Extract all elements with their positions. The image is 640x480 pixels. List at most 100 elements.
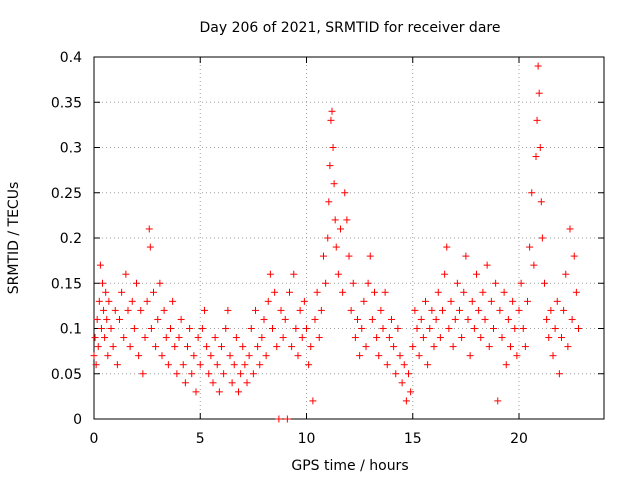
data-point — [551, 325, 559, 332]
data-point — [220, 370, 228, 378]
data-point — [275, 415, 283, 423]
data-point — [147, 325, 155, 332]
data-point — [94, 343, 102, 351]
data-point — [118, 288, 126, 296]
data-point — [409, 343, 417, 351]
data-point — [439, 306, 446, 314]
y-tick-label: 0 — [73, 412, 82, 428]
data-point — [496, 306, 504, 314]
data-point — [230, 361, 238, 369]
data-point — [228, 379, 236, 387]
data-point — [326, 162, 334, 170]
data-point — [100, 306, 108, 314]
data-point — [462, 252, 470, 260]
data-point — [436, 334, 444, 342]
data-point — [460, 288, 468, 296]
data-point — [128, 297, 136, 305]
data-point — [264, 297, 272, 305]
data-point — [354, 315, 361, 323]
data-point — [515, 306, 523, 314]
data-point — [470, 325, 478, 332]
data-point — [198, 325, 206, 332]
data-point — [324, 234, 332, 242]
data-point — [385, 334, 393, 342]
data-point — [307, 343, 315, 351]
data-point — [211, 334, 219, 342]
data-point — [517, 279, 525, 287]
data-point — [341, 189, 349, 197]
data-point — [130, 325, 138, 332]
data-point — [126, 343, 134, 351]
data-series — [90, 62, 582, 423]
data-point — [364, 279, 372, 287]
data-point — [345, 252, 353, 260]
data-point — [194, 334, 202, 342]
data-point — [152, 343, 160, 351]
data-point — [373, 334, 381, 342]
data-point — [315, 334, 323, 342]
data-point — [445, 325, 453, 332]
data-point — [572, 288, 580, 296]
data-point — [184, 343, 191, 351]
data-point — [95, 297, 103, 305]
data-point — [109, 343, 117, 351]
data-point — [213, 361, 221, 369]
data-point — [107, 325, 115, 332]
data-point — [490, 325, 497, 332]
data-point — [473, 270, 480, 278]
data-point — [524, 297, 531, 305]
data-point — [498, 334, 506, 342]
data-point — [226, 352, 234, 360]
y-axis-label: SRMTID / TECUs — [6, 182, 22, 295]
data-point — [562, 270, 570, 278]
data-point — [273, 343, 281, 351]
data-point — [334, 270, 342, 278]
data-point — [392, 370, 400, 378]
data-point — [411, 306, 419, 314]
data-point — [530, 261, 538, 269]
data-point — [360, 297, 368, 305]
x-tick-label: 5 — [196, 431, 205, 447]
data-point — [383, 361, 391, 369]
data-point — [237, 370, 245, 378]
y-axis: 0 0.05 0.1 0.15 0.2 0.25 0.3 0.35 0.4 — [51, 50, 604, 428]
data-point — [311, 315, 319, 323]
data-point — [405, 370, 412, 378]
data-point — [258, 334, 266, 342]
data-point — [426, 325, 434, 332]
data-point — [175, 334, 183, 342]
data-point — [296, 306, 304, 314]
data-point — [458, 334, 466, 342]
data-point — [97, 325, 105, 332]
data-point — [513, 352, 521, 360]
data-point — [553, 297, 561, 305]
data-point — [443, 243, 451, 251]
data-point — [507, 343, 514, 351]
data-point — [167, 325, 174, 332]
data-point — [196, 361, 204, 369]
data-point — [532, 153, 540, 161]
data-point — [156, 279, 164, 287]
data-point — [377, 306, 385, 314]
data-point — [111, 306, 119, 314]
data-point — [366, 252, 374, 260]
data-point — [320, 252, 327, 260]
data-point — [201, 306, 208, 314]
data-point — [104, 352, 112, 360]
data-point — [139, 370, 147, 378]
y-tick-label: 0.05 — [51, 367, 82, 383]
data-point — [466, 352, 474, 360]
data-point — [422, 297, 429, 305]
data-point — [419, 334, 427, 342]
data-point — [534, 62, 542, 70]
data-point — [103, 315, 111, 323]
data-point — [169, 297, 177, 305]
y-tick-label: 0.35 — [51, 95, 82, 111]
data-point — [362, 343, 370, 351]
data-point — [150, 288, 157, 296]
data-point — [339, 288, 347, 296]
y-tick-label: 0.4 — [60, 50, 82, 66]
x-axis-label: GPS time / hours — [291, 458, 408, 474]
data-point — [547, 306, 555, 314]
